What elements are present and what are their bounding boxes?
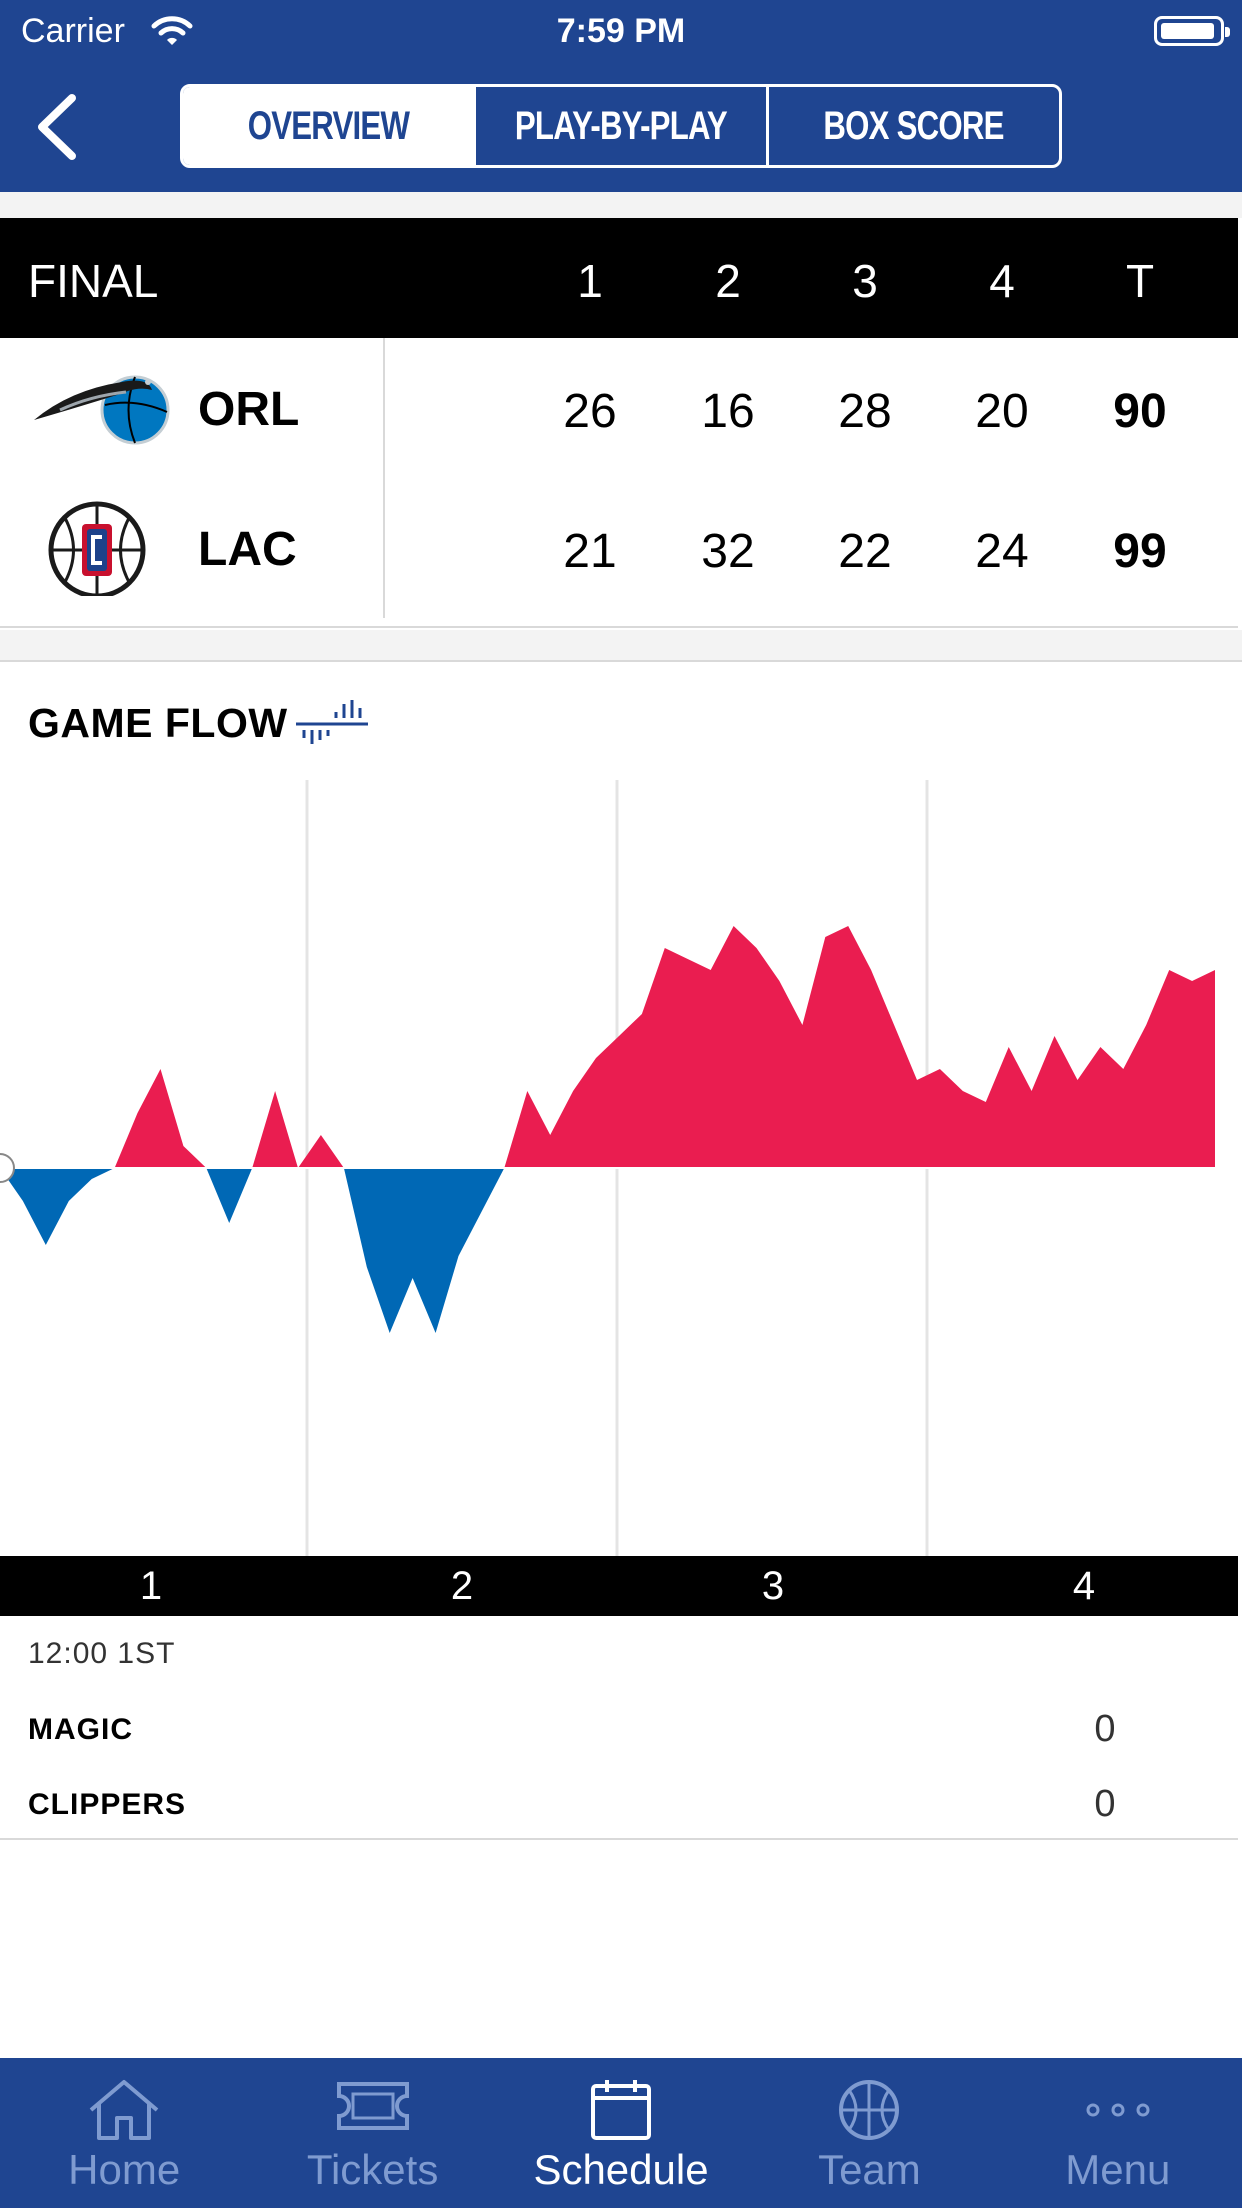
divider [0,1838,1238,1840]
axis-tick-q3: 3 [761,1564,785,1608]
battery-icon [1154,16,1230,46]
status-bar: Carrier 7:59 PM [0,0,1242,62]
score-lac-q1: 21 [563,525,617,578]
tab-box-score[interactable]: BOX SCORE [766,87,1059,165]
game-flow-time: 12:00 1ST [28,1637,176,1670]
game-flow-team-magic: MAGIC [28,1713,133,1746]
bottom-tab-bar: Home Tickets Schedule Team Menu [0,2058,1242,2208]
lac-lead-area [0,926,1215,1168]
score-lac-q2: 32 [701,525,755,578]
ticket-icon [336,2082,409,2130]
section-spacer [0,192,1242,218]
home-icon [89,2080,159,2140]
carrier-label: Carrier [21,12,125,50]
tab-overview-label: OVERVIEW [247,103,409,148]
tab-tickets-label: Tickets [306,2146,439,2193]
tab-overview[interactable]: OVERVIEW [183,87,473,165]
scoreboard-header: FINAL 1 2 3 4 T [0,218,1238,338]
tab-play-by-play-label: PLAY-BY-PLAY [514,103,728,148]
tab-home[interactable]: Home [0,2058,248,2208]
score-row-orl[interactable]: ORL 26 16 28 20 90 [0,338,1238,478]
score-orl-total: 90 [1113,385,1167,438]
basketball-icon [839,2080,900,2140]
game-view-tabs: OVERVIEW PLAY-BY-PLAY BOX SCORE [180,84,1062,168]
tab-menu-label: Menu [1065,2146,1171,2193]
game-flow-quarter-axis: 1 2 3 4 [0,1556,1238,1616]
team-column-divider [383,338,385,618]
col-header-q2: 2 [715,255,741,307]
wifi-icon [151,16,193,45]
tab-menu[interactable]: Menu [994,2058,1242,2208]
scrubber-handle[interactable] [0,1153,15,1183]
calendar-icon [591,2080,652,2140]
tab-schedule[interactable]: Schedule [497,2058,745,2208]
col-header-q4: 4 [989,255,1015,307]
orl-lead-area [0,1168,1215,1333]
col-header-q3: 3 [852,255,878,307]
axis-tick-q4: 4 [1072,1564,1096,1608]
col-header-q1: 1 [577,255,603,307]
score-lac-total: 99 [1113,525,1167,578]
score-lac-q3: 22 [838,525,892,578]
game-status: FINAL [28,255,159,307]
tab-team-label: Team [818,2146,921,2193]
score-row-lac[interactable]: LAC 21 32 22 24 99 [0,478,1238,618]
game-flow-score-clippers: 0 [1094,1783,1116,1825]
score-orl-q1: 26 [563,385,617,438]
game-flow-team-clippers: CLIPPERS [28,1788,187,1821]
back-arrow-icon[interactable] [30,92,86,162]
tab-home-label: Home [68,2146,181,2193]
score-orl-q2: 16 [701,385,755,438]
tab-box-score-label: BOX SCORE [823,103,1005,148]
score-orl-q4: 20 [975,385,1029,438]
more-icon [1086,2103,1150,2117]
game-flow-title: GAME FLOW [28,700,288,746]
team-abbr-orl: ORL [198,383,300,436]
team-abbr-lac: LAC [198,523,297,576]
game-flow-chart [0,780,1215,1556]
axis-tick-q1: 1 [139,1564,163,1608]
status-time: 7:59 PM [556,12,686,50]
score-lac-q4: 24 [975,525,1029,578]
axis-tick-q2: 2 [450,1564,474,1608]
section-spacer [0,630,1242,662]
la-clippers-logo [48,501,146,596]
scoreboard-body: ORL 26 16 28 20 90 LAC 21 32 22 24 99 [0,338,1238,628]
tab-tickets[interactable]: Tickets [248,2058,496,2208]
score-orl-q3: 28 [838,385,892,438]
game-flow-score-magic: 0 [1094,1708,1116,1750]
orlando-magic-logo [34,375,170,445]
app-header: Carrier 7:59 PM OVERVIEW PLAY-BY-PLAY BO… [0,0,1242,192]
tab-play-by-play[interactable]: PLAY-BY-PLAY [473,87,766,165]
game-flow-icon [296,700,368,744]
tab-team[interactable]: Team [745,2058,993,2208]
col-header-total: T [1125,255,1155,307]
tab-schedule-label: Schedule [533,2146,709,2193]
